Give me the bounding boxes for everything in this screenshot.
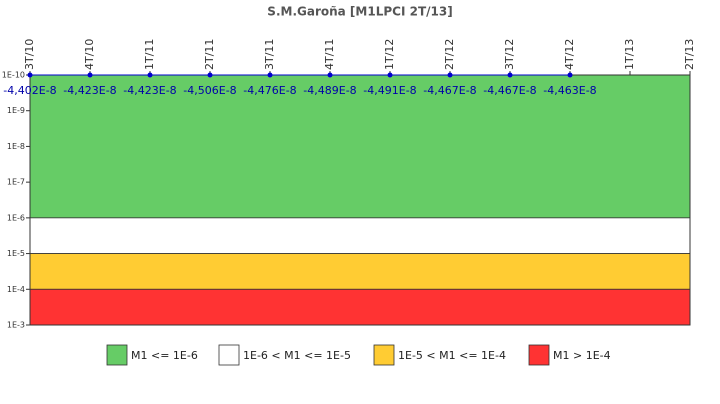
legend-label: M1 <= 1E-6 — [131, 349, 198, 362]
data-point — [147, 72, 153, 78]
x-tick-label: 3T/10 — [23, 39, 36, 70]
x-tick-label: 1T/11 — [143, 39, 156, 70]
legend-swatch — [373, 344, 395, 366]
legend-label: 1E-5 < M1 <= 1E-4 — [398, 349, 506, 362]
y-tick-label: 1E-10 — [2, 71, 25, 80]
x-tick-label: 3T/12 — [503, 39, 516, 70]
legend-label: M1 > 1E-4 — [553, 349, 611, 362]
y-tick-label: 1E-3 — [7, 321, 25, 330]
band — [29, 288, 691, 326]
data-label: -4,491E-8 — [363, 84, 416, 97]
data-point — [267, 72, 273, 78]
x-tick-label: 4T/10 — [83, 39, 96, 70]
data-label: -4,423E-8 — [123, 84, 176, 97]
legend-swatch — [528, 344, 550, 366]
data-label: -4,467E-8 — [483, 84, 536, 97]
y-tick-label: 1E-6 — [7, 213, 25, 222]
data-label: -4,467E-8 — [423, 84, 476, 97]
chart-title: S.M.Garoña [M1LPCI 2T/13] — [267, 5, 452, 19]
y-tick-label: 1E-7 — [7, 178, 25, 187]
legend-label: 1E-6 < M1 <= 1E-5 — [243, 349, 351, 362]
data-label: -4,423E-8 — [63, 84, 116, 97]
data-point — [327, 72, 333, 78]
x-tick-label: 4T/12 — [563, 39, 576, 70]
y-tick-label: 1E-5 — [7, 249, 25, 258]
y-tick-label: 1E-9 — [7, 106, 25, 115]
data-point — [447, 72, 453, 78]
y-tick-label: 1E-4 — [7, 285, 25, 294]
data-label: -4,476E-8 — [243, 84, 296, 97]
data-label: -4,463E-8 — [543, 84, 596, 97]
y-tick-label: 1E-8 — [7, 142, 25, 151]
x-tick-label: 2T/11 — [203, 39, 216, 70]
data-point — [27, 72, 33, 78]
x-tick-label: 4T/11 — [323, 39, 336, 70]
data-point — [207, 72, 213, 78]
data-label: -4,402E-8 — [3, 84, 56, 97]
band — [29, 74, 691, 219]
data-label: -4,506E-8 — [183, 84, 236, 97]
band — [29, 217, 691, 254]
x-tick-label: 1T/13 — [623, 39, 636, 70]
x-tick-label: 3T/11 — [263, 39, 276, 70]
data-point — [567, 72, 573, 78]
x-tick-label: 2T/12 — [443, 39, 456, 70]
data-point — [87, 72, 93, 78]
legend-swatch — [106, 344, 128, 366]
legend-swatch — [218, 344, 240, 366]
data-point — [507, 72, 513, 78]
band — [29, 253, 691, 290]
x-tick-label: 1T/12 — [383, 39, 396, 70]
x-tick-label: 2T/13 — [683, 39, 696, 70]
data-point — [387, 72, 393, 78]
data-label: -4,489E-8 — [303, 84, 356, 97]
